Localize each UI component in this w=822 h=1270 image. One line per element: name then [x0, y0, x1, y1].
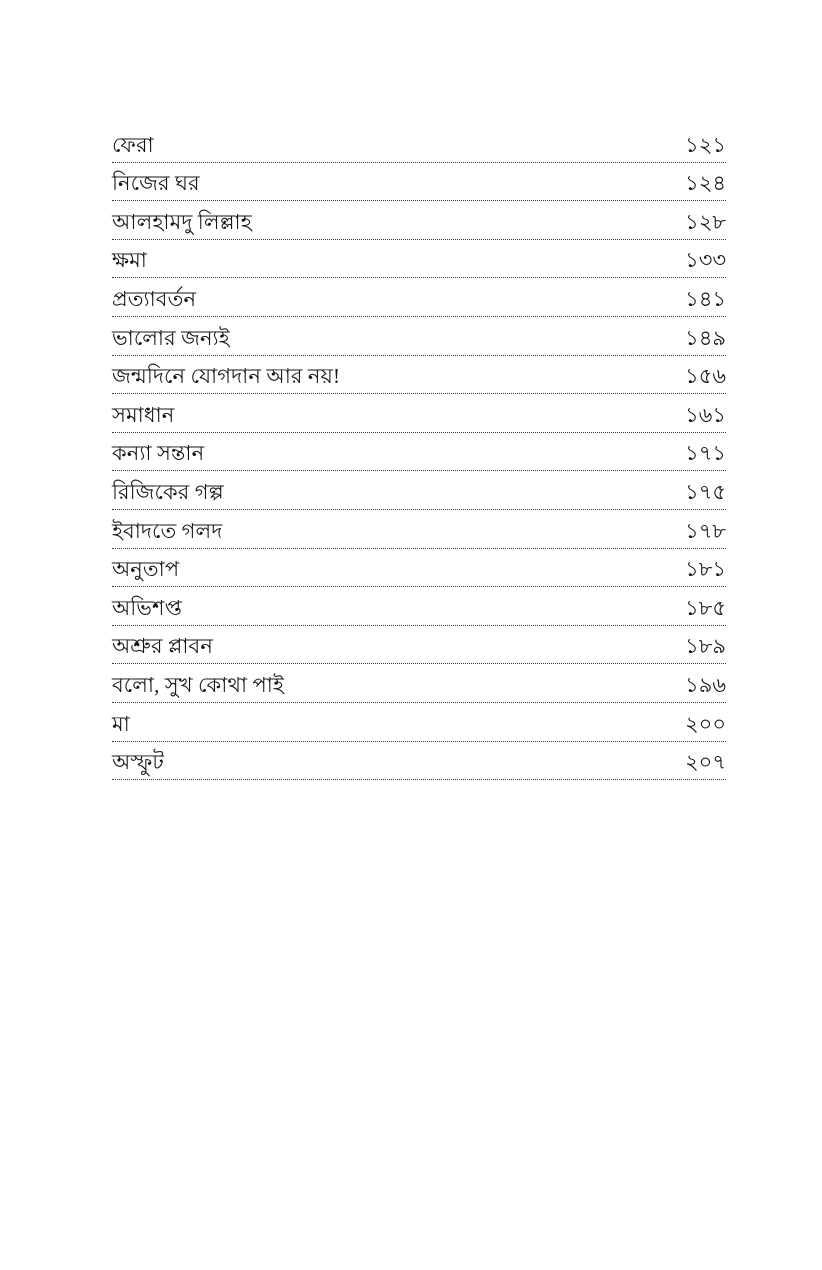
toc-entry-page-number: ১৫৬ [685, 364, 726, 389]
toc-entry-title: বলো, সুখ কোথা পাই [112, 672, 284, 697]
toc-entry-title: অশ্রুর প্লাবন [112, 634, 213, 659]
toc-entry-page-number: ১৭৫ [685, 479, 726, 504]
toc-entry-row[interactable]: ক্ষমা ১৩৩ [112, 240, 726, 279]
toc-entry-page-number: ১২৪ [685, 171, 726, 196]
toc-entry-page-number: ১৪৯ [685, 325, 726, 350]
toc-entry-row[interactable]: ইবাদতে গলদ ১৭৮ [112, 510, 726, 549]
toc-entry-title: অস্ফুট [112, 750, 164, 775]
toc-entry-row[interactable]: প্রত্যাবর্তন ১৪১ [112, 278, 726, 317]
toc-entry-row[interactable]: বলো, সুখ কোথা পাই ১৯৬ [112, 664, 726, 703]
toc-entry-row[interactable]: অশ্রুর প্লাবন ১৮৯ [112, 626, 726, 665]
toc-entry-page-number: ১৭১ [685, 441, 726, 466]
toc-entry-page-number: ১৬১ [685, 402, 726, 427]
toc-entry-title: সমাধান [112, 402, 175, 427]
toc-entry-row[interactable]: কন্যা সন্তান ১৭১ [112, 433, 726, 472]
toc-entry-title: আলহামদু লিল্লাহ [112, 209, 252, 234]
toc-entry-row[interactable]: অস্ফুট ২০৭ [112, 742, 726, 781]
toc-entry-title: ভালোর জন্যই [112, 325, 230, 350]
toc-entry-row[interactable]: জন্মদিনে যোগদান আর নয়! ১৫৬ [112, 356, 726, 395]
toc-entry-title: অভিশপ্ত [112, 595, 182, 620]
toc-entry-title: নিজের ঘর [112, 171, 200, 196]
toc-entry-row[interactable]: ভালোর জন্যই ১৪৯ [112, 317, 726, 356]
toc-entry-page-number: ১৮৯ [685, 634, 726, 659]
toc-entry-title: মা [112, 711, 130, 736]
toc-entry-page-number: ১৮১ [685, 557, 726, 582]
toc-entry-row[interactable]: রিজিকের গল্প ১৭৫ [112, 471, 726, 510]
toc-entry-row[interactable]: অনুতাপ ১৮১ [112, 549, 726, 588]
toc-entry-row[interactable]: অভিশপ্ত ১৮৫ [112, 587, 726, 626]
toc-entry-page-number: ১৪১ [685, 286, 726, 311]
toc-entry-row[interactable]: সমাধান ১৬১ [112, 394, 726, 433]
toc-entry-page-number: ১৭৮ [685, 518, 726, 543]
toc-entry-title: কন্যা সন্তান [112, 441, 205, 466]
toc-entry-title: জন্মদিনে যোগদান আর নয়! [112, 364, 341, 389]
toc-entry-page-number: ১৩৩ [685, 248, 726, 273]
toc-entry-row[interactable]: নিজের ঘর ১২৪ [112, 163, 726, 202]
table-of-contents: ফেরা ১২১ নিজের ঘর ১২৪ আলহামদু লিল্লাহ ১২৮ ক্ষম… [112, 124, 726, 781]
toc-entry-page-number: ১২৮ [685, 209, 726, 234]
toc-entry-row[interactable]: ফেরা ১২১ [112, 124, 726, 163]
toc-entry-title: অনুতাপ [112, 557, 180, 582]
toc-entry-row[interactable]: মা ২০০ [112, 703, 726, 742]
toc-entry-page-number: ২০০ [685, 711, 726, 736]
toc-entry-title: প্রত্যাবর্তন [112, 286, 197, 311]
toc-entry-page-number: ১৯৬ [685, 672, 726, 697]
toc-entry-page-number: ১২১ [685, 132, 726, 157]
toc-entry-title: ফেরা [112, 132, 154, 157]
toc-entry-title: ইবাদতে গলদ [112, 518, 223, 543]
toc-entry-title: রিজিকের গল্প [112, 479, 224, 504]
toc-entry-title: ক্ষমা [112, 248, 147, 273]
toc-entry-page-number: ১৮৫ [685, 595, 726, 620]
toc-entry-page-number: ২০৭ [685, 750, 726, 775]
toc-entry-row[interactable]: আলহামদু লিল্লাহ ১২৮ [112, 201, 726, 240]
